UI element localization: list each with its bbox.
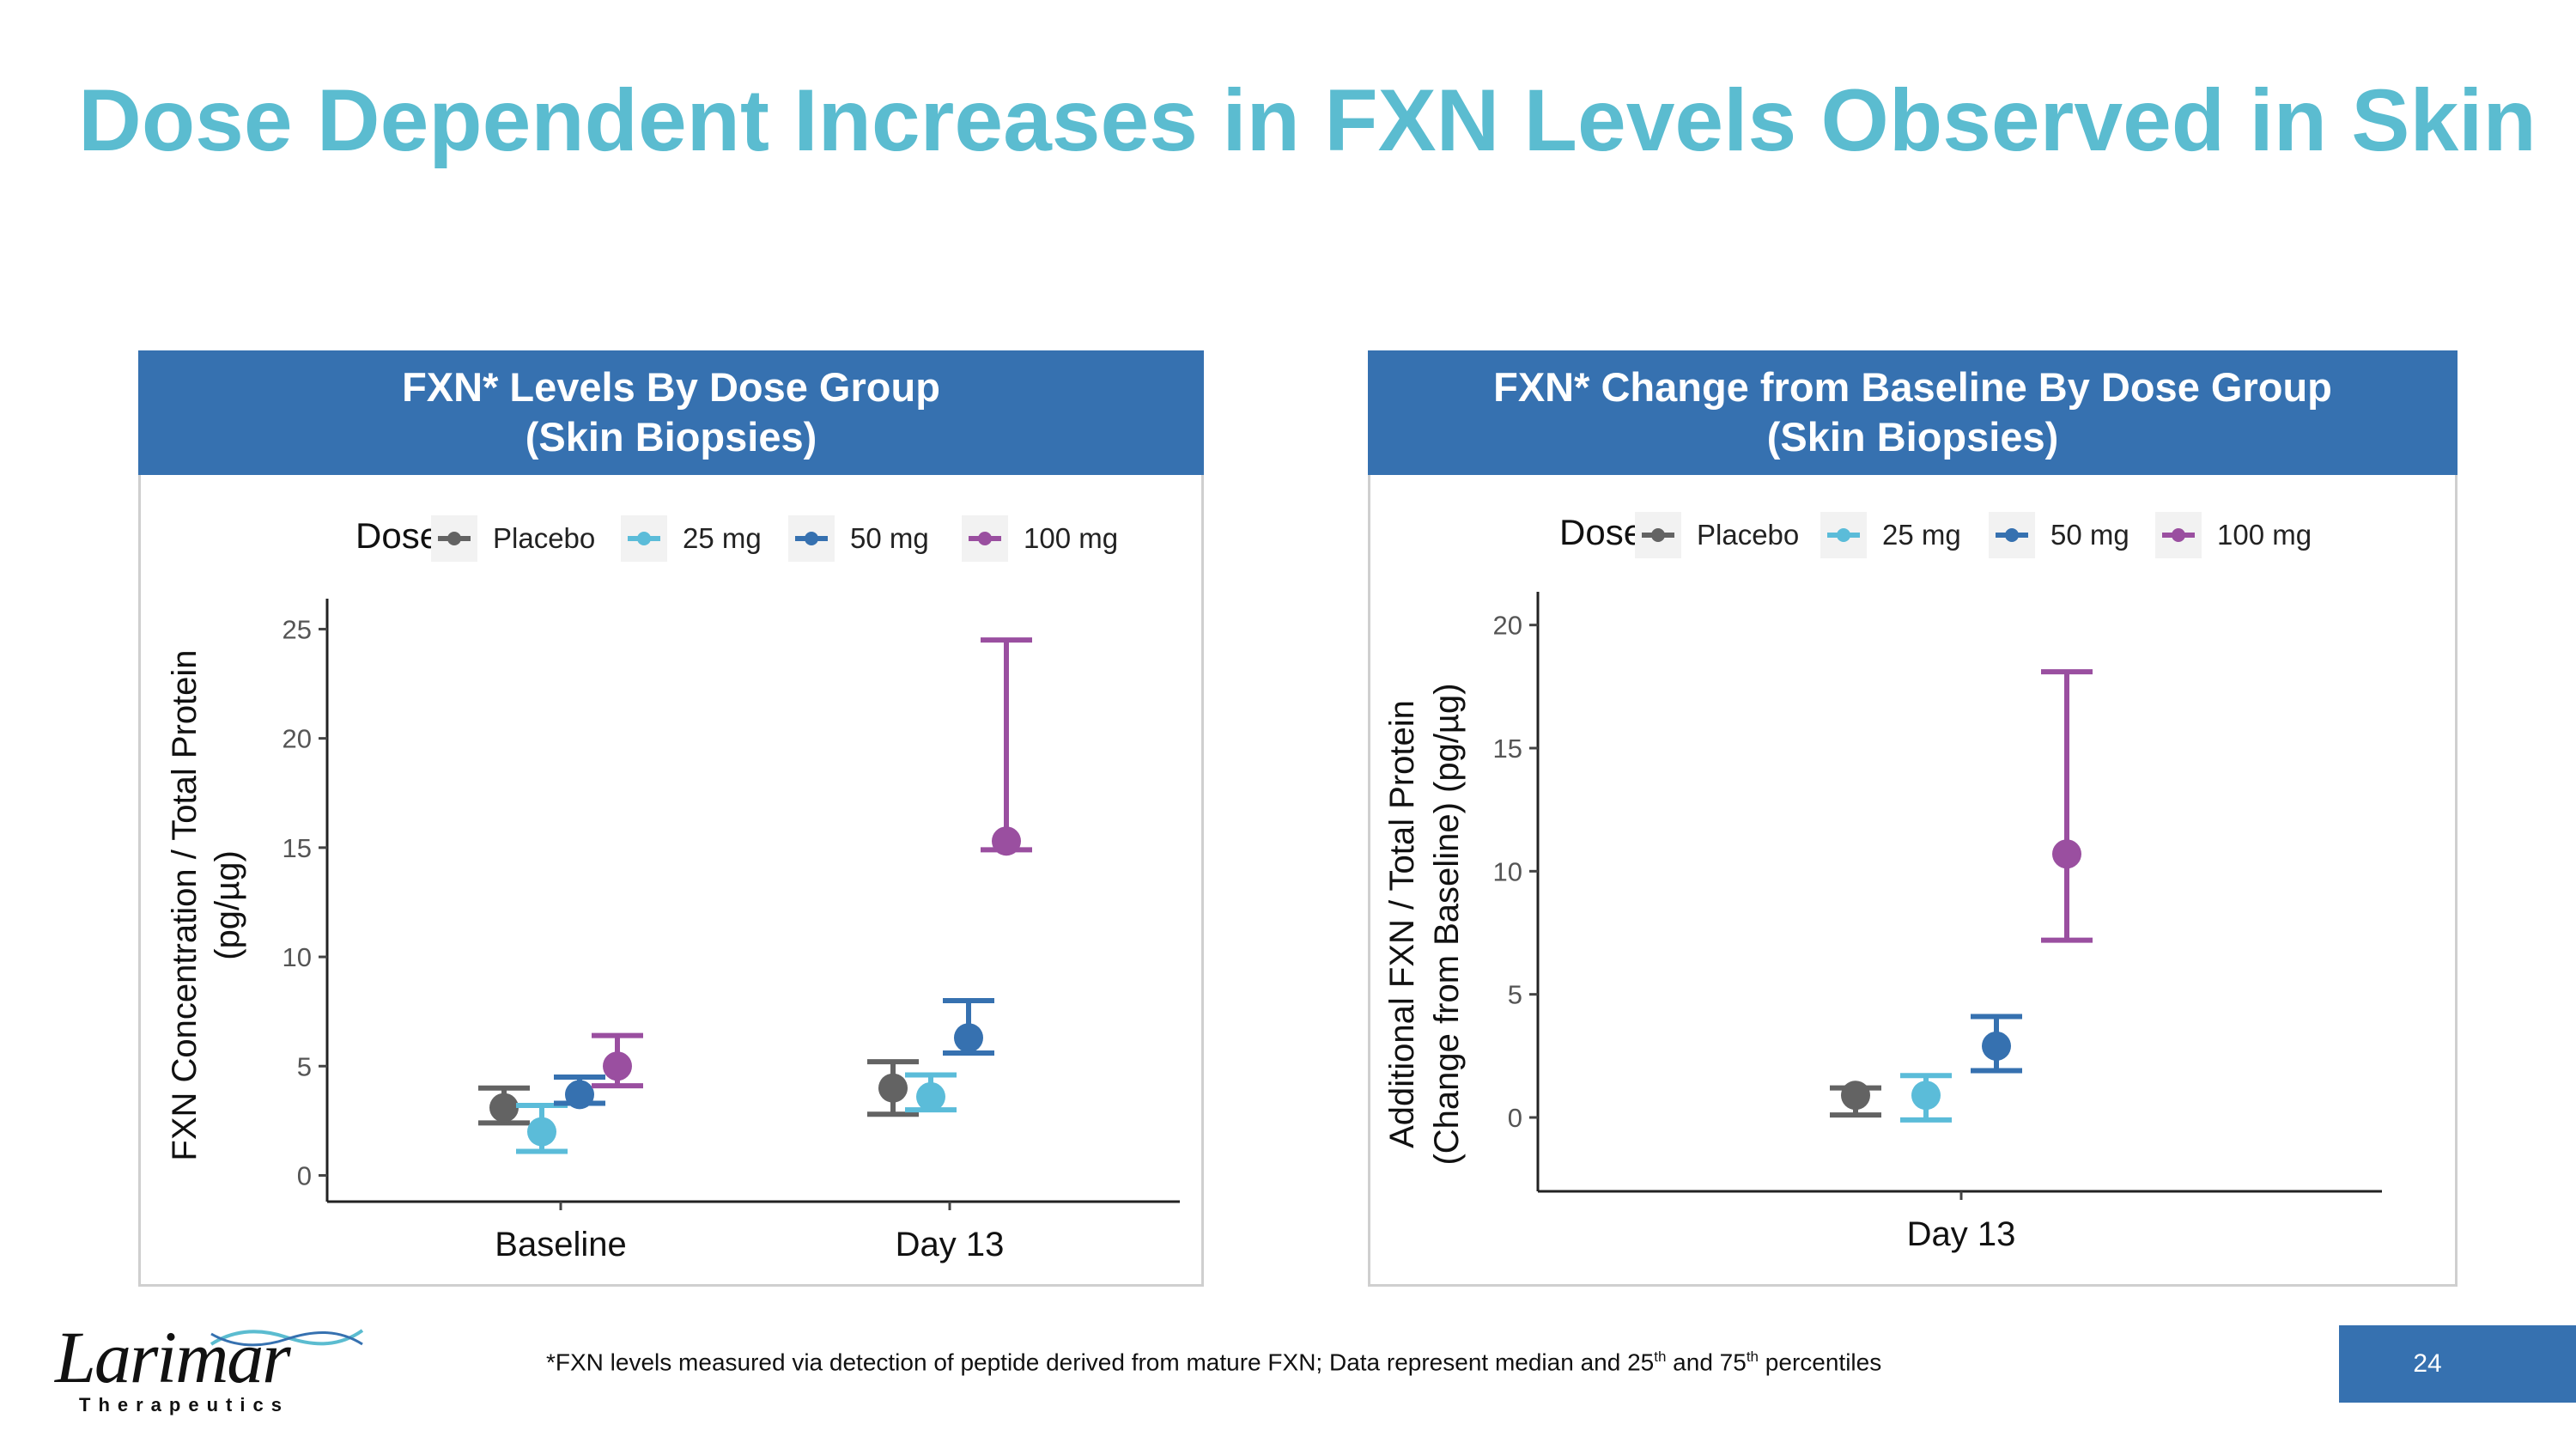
change-chart: Dose Placebo 25 mg 50 mg 100 mg 0 5 10 15 20 Day 1… <box>1383 512 2382 1253</box>
chart-title: FXN* Change from Baseline By Dose Group <box>1493 364 2332 410</box>
legend-key-dot <box>805 532 818 545</box>
x-tick-label: Baseline <box>495 1226 626 1263</box>
legend-key-dot <box>637 532 651 545</box>
footnote: *FXN levels measured via detection of pe… <box>546 1349 1881 1376</box>
y-tick-label: 15 <box>283 833 312 863</box>
legend-title: Dose <box>355 515 440 556</box>
data-point <box>527 1117 556 1147</box>
chart-subtitle: (Skin Biopsies) <box>525 414 817 460</box>
legend-key-dot <box>978 532 992 545</box>
y-axis-label: (Change from Baseline) (pg/µg) <box>1428 683 1466 1165</box>
legend-key-dot <box>447 532 461 545</box>
legend-label: Placebo <box>1697 519 1799 551</box>
data-point <box>1841 1081 1870 1111</box>
legend-label: 50 mg <box>850 522 929 554</box>
y-tick-label: 10 <box>1493 856 1522 886</box>
chart-header-change: FXN* Change from Baseline By Dose Group … <box>1368 350 2458 475</box>
data-point <box>954 1023 983 1053</box>
y-axis-label: (pg/µg) <box>209 850 246 960</box>
data-point <box>1982 1031 2011 1061</box>
data-point <box>1911 1081 1941 1111</box>
chart-panel-change: FXN* Change from Baseline By Dose Group … <box>1368 350 2458 1287</box>
legend-label: 25 mg <box>1882 519 1961 551</box>
logo-subtitle: Therapeutics <box>79 1394 289 1416</box>
y-axis-label: Additional FXN / Total Protein <box>1383 700 1421 1148</box>
legend-key-dot <box>1837 528 1850 542</box>
legend-key-dot <box>1651 528 1665 542</box>
y-tick-label: 5 <box>1508 980 1522 1010</box>
y-tick-label: 15 <box>1493 734 1522 764</box>
page-number: 24 <box>2339 1325 2576 1403</box>
data-point <box>2052 839 2081 869</box>
data-point <box>916 1081 945 1111</box>
y-tick-label: 20 <box>1493 611 1522 641</box>
x-tick-label: Day 13 <box>1907 1215 2016 1253</box>
y-tick-label: 0 <box>297 1160 312 1190</box>
y-tick-label: 25 <box>283 614 312 644</box>
data-point <box>565 1080 594 1110</box>
footnote-sup: th <box>1654 1349 1667 1365</box>
legend-label: 100 mg <box>1024 522 1118 554</box>
chart-panel-levels: FXN* Levels By Dose Group (Skin Biopsies… <box>138 350 1204 1287</box>
footnote-text: and 75 <box>1666 1349 1747 1376</box>
footnote-text: percentiles <box>1759 1349 1882 1376</box>
y-axis-label: FXN Concentration / Total Protein <box>166 649 204 1160</box>
y-tick-label: 20 <box>283 724 312 754</box>
levels-chart: Dose Placebo 25 mg 50 mg 100 mg 0 5 10 15 20 25 Bas… <box>166 515 1180 1263</box>
y-tick-label: 10 <box>283 942 312 972</box>
footnote-sup: th <box>1746 1349 1759 1365</box>
legend-label: 25 mg <box>683 522 762 554</box>
legend-key-dot <box>2172 528 2185 542</box>
y-tick-label: 5 <box>297 1051 312 1081</box>
data-point <box>489 1093 519 1123</box>
data-point <box>878 1073 908 1103</box>
data-point <box>603 1051 632 1081</box>
legend-title: Dose <box>1559 512 1643 552</box>
company-logo: Larimar Therapeutics <box>55 1318 364 1416</box>
legend-label: 50 mg <box>2050 519 2129 551</box>
x-tick-label: Day 13 <box>896 1226 1005 1263</box>
footnote-text: *FXN levels measured via detection of pe… <box>546 1349 1655 1376</box>
chart-subtitle: (Skin Biopsies) <box>1766 414 2059 460</box>
chart-title: FXN* Levels By Dose Group <box>402 364 940 410</box>
slide-title: Dose Dependent Increases in FXN Levels O… <box>78 71 2537 169</box>
legend-label: 100 mg <box>2217 519 2312 551</box>
dna-helix-icon <box>210 1329 364 1347</box>
chart-header-levels: FXN* Levels By Dose Group (Skin Biopsies… <box>138 350 1204 475</box>
y-tick-label: 0 <box>1508 1103 1522 1133</box>
legend-key-dot <box>2005 528 2019 542</box>
legend-label: Placebo <box>493 522 595 554</box>
data-point <box>992 826 1021 856</box>
